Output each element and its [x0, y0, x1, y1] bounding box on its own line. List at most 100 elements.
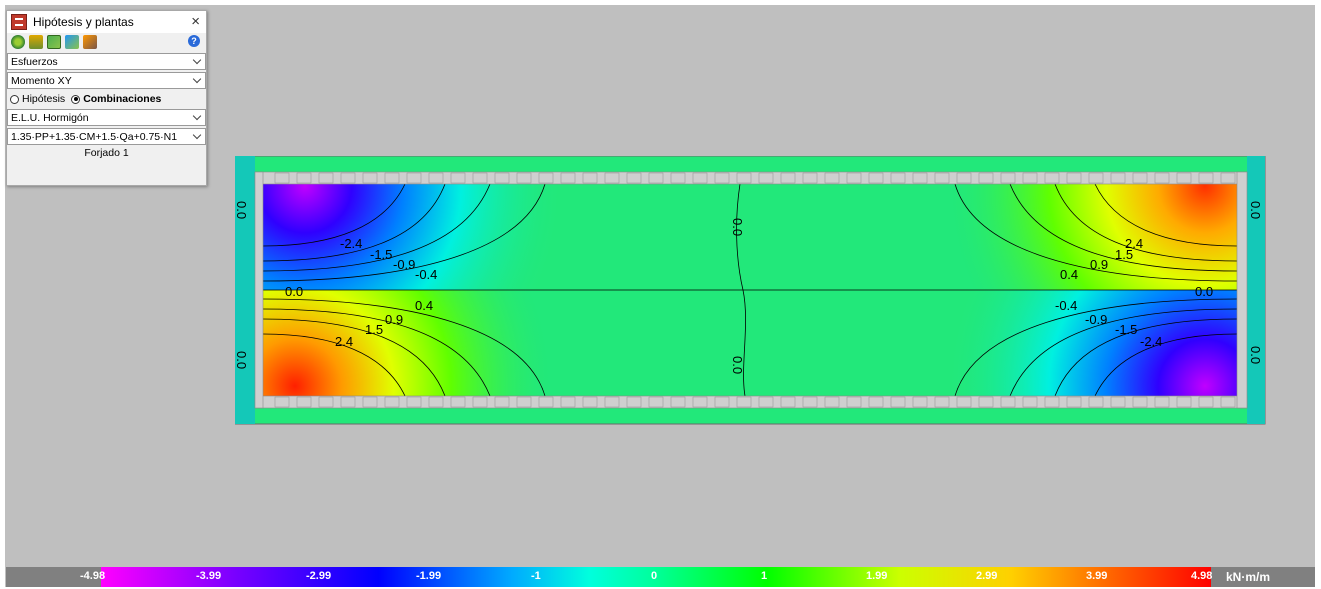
support-tick [516, 172, 532, 184]
legend-value: -3.99 [196, 570, 222, 582]
support-tick [1176, 172, 1192, 184]
combination-select-value: 1.35·PP+1.35·CM+1.5·Qa+0.75·N1 [11, 130, 178, 143]
state-select-value: E.L.U. Hormigón [11, 111, 89, 124]
radio-combinaciones-circle[interactable] [71, 94, 81, 104]
support-tick [384, 396, 400, 408]
support-tick [1132, 172, 1148, 184]
support-tick [1198, 172, 1214, 184]
type-select[interactable]: Esfuerzos [7, 53, 206, 70]
floor-label: Forjado 1 [84, 147, 129, 159]
contour-plot[interactable]: -2.4 -1.5 -0.9 -0.4 2.4 1.5 0.9 0.4 0.4 … [235, 156, 1267, 426]
support-tick [934, 396, 950, 408]
contour-map-icon[interactable] [47, 35, 61, 49]
support-tick [714, 172, 730, 184]
label-ur-0: 2.4 [1125, 236, 1143, 251]
support-tick [648, 396, 664, 408]
label-ul-2: -0.9 [393, 257, 415, 272]
label-ul-1: -1.5 [370, 247, 392, 262]
support-tick [340, 172, 356, 184]
support-tick [670, 396, 686, 408]
view-icon[interactable] [65, 35, 79, 49]
label-ul-3: -0.4 [415, 267, 437, 282]
help-icon[interactable]: ? [188, 35, 200, 47]
support-tick [1044, 172, 1060, 184]
combination-select[interactable]: 1.35·PP+1.35·CM+1.5·Qa+0.75·N1 [7, 128, 206, 145]
label-ur-1: 1.5 [1115, 247, 1133, 262]
panel-title: Hipótesis y plantas [33, 15, 134, 29]
support-tick [780, 396, 796, 408]
label-ll-1: 0.9 [385, 312, 403, 327]
legend-value: -2.99 [306, 570, 332, 582]
support-tick [890, 396, 906, 408]
support-tick [956, 172, 972, 184]
support-tick [978, 396, 994, 408]
radio-hipotesis[interactable]: Hipótesis [10, 93, 65, 105]
support-tick [736, 396, 752, 408]
label-lr-3: -2.4 [1140, 334, 1162, 349]
radio-combinaciones[interactable]: Combinaciones [71, 93, 161, 105]
support-tick [1154, 172, 1170, 184]
support-tick [1220, 396, 1236, 408]
support-tick [670, 172, 686, 184]
support-tick [362, 396, 378, 408]
contour-label-texts: -2.4 -1.5 -0.9 -0.4 2.4 1.5 0.9 0.4 0.4 … [235, 201, 1263, 374]
state-select[interactable]: E.L.U. Hormigón [7, 109, 206, 126]
support-tick [472, 172, 488, 184]
support-tick [1022, 396, 1038, 408]
label-zero-bottom: 0.0 [730, 356, 745, 374]
support-tick [824, 172, 840, 184]
magnitude-select[interactable]: Momento XY [7, 72, 206, 89]
support-tick [1000, 172, 1016, 184]
legend-value: 1 [761, 570, 768, 582]
support-tick [934, 172, 950, 184]
legend-value: -1.99 [416, 570, 442, 582]
support-tick [428, 396, 444, 408]
support-tick [978, 172, 994, 184]
legend-value: 0 [651, 570, 658, 582]
type-select-value: Esfuerzos [11, 55, 58, 68]
hypothesis-panel[interactable]: Hipótesis y plantas × ? Esfuerzos Moment… [6, 10, 207, 186]
support-tick [450, 172, 466, 184]
support-tick [560, 172, 576, 184]
label-lr-1: -0.9 [1085, 312, 1107, 327]
label-zero-top: 0.0 [730, 218, 745, 236]
hypothesis-icon[interactable] [11, 35, 25, 49]
support-tick [1176, 396, 1192, 408]
chevron-down-icon [192, 130, 202, 140]
support-tick [1044, 396, 1060, 408]
contour-lines [262, 183, 1238, 397]
legend-value: 4.98 [1191, 570, 1213, 582]
support-tick [428, 172, 444, 184]
close-button[interactable]: × [191, 13, 200, 30]
support-tick [406, 172, 422, 184]
color-legend: -4.98 -3.99 -2.99 -1.99 -1 0 1 1.99 2.99… [6, 567, 1315, 587]
support-tick [472, 396, 488, 408]
app-icon [11, 14, 27, 30]
legend-value: -1 [531, 570, 541, 582]
support-tick [494, 396, 510, 408]
support-tick [1088, 396, 1104, 408]
support-tick [824, 396, 840, 408]
support-tick [912, 172, 928, 184]
support-tick [912, 396, 928, 408]
support-tick [604, 396, 620, 408]
support-tick [868, 172, 884, 184]
label-ur-2: 0.9 [1090, 257, 1108, 272]
panel-toolbar: ? [7, 33, 206, 51]
scene-icon[interactable] [83, 35, 97, 49]
slab-edge-right [1247, 156, 1265, 424]
floor-plan-icon[interactable] [29, 35, 43, 49]
support-tick [296, 396, 312, 408]
support-tick [1022, 172, 1038, 184]
legend-gradient [101, 567, 1211, 587]
support-tick [846, 172, 862, 184]
support-tick [692, 396, 708, 408]
support-tick [846, 396, 862, 408]
chevron-down-icon [192, 55, 202, 65]
support-tick [318, 172, 334, 184]
radio-hipotesis-circle[interactable] [10, 94, 19, 104]
panel-titlebar[interactable]: Hipótesis y plantas × [7, 11, 206, 33]
radio-hipotesis-label: Hipótesis [22, 93, 66, 105]
magnitude-select-value: Momento XY [11, 74, 72, 87]
support-tick [1066, 172, 1082, 184]
